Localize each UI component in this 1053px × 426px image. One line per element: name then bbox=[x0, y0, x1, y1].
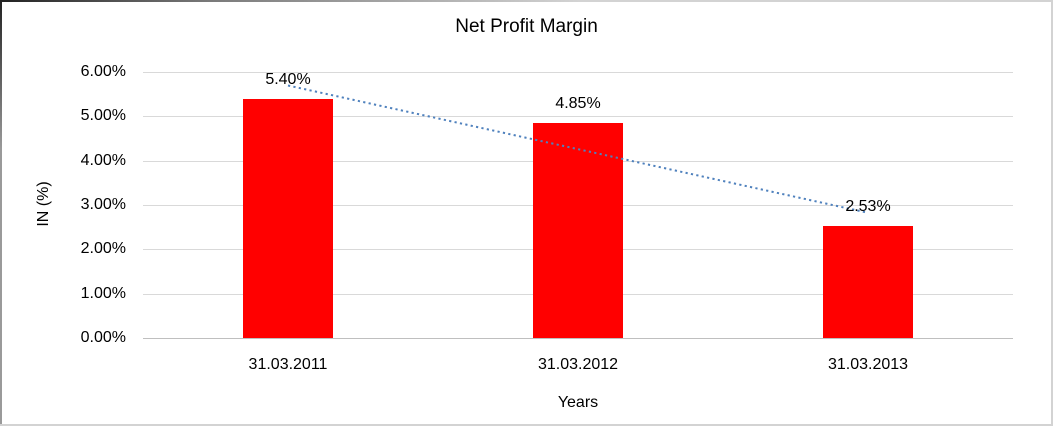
frame-border-top bbox=[0, 0, 1053, 2]
y-tick-label: 4.00% bbox=[80, 152, 126, 169]
y-tick-label: 2.00% bbox=[80, 240, 126, 257]
frame-border-left bbox=[0, 0, 2, 426]
x-axis-title: Years bbox=[557, 394, 599, 411]
frame-border-bottom bbox=[0, 424, 1053, 426]
data-label: 4.85% bbox=[555, 94, 601, 112]
x-tick-label: 31.03.2013 bbox=[827, 356, 909, 373]
y-tick-label: 3.00% bbox=[80, 196, 126, 213]
x-axis-line bbox=[143, 338, 1013, 339]
bar-31.03.2011 bbox=[243, 98, 333, 338]
y-tick-label: 5.00% bbox=[80, 107, 126, 124]
gridline bbox=[143, 72, 1013, 73]
chart-title: Net Profit Margin bbox=[455, 16, 598, 37]
x-tick-label: 31.03.2012 bbox=[537, 356, 619, 373]
data-label: 2.53% bbox=[845, 197, 891, 215]
y-tick-label: 6.00% bbox=[80, 63, 126, 80]
x-tick-label: 31.03.2011 bbox=[248, 356, 328, 373]
y-tick-label: 1.00% bbox=[80, 285, 126, 302]
y-axis-title: IN (%) bbox=[35, 181, 52, 227]
bar-31.03.2013 bbox=[823, 225, 913, 338]
bar-31.03.2012 bbox=[533, 122, 623, 338]
y-tick-label: 0.00% bbox=[80, 329, 126, 346]
data-label: 5.40% bbox=[265, 70, 311, 88]
frame-border-right bbox=[1051, 0, 1053, 426]
gridline bbox=[143, 116, 1013, 117]
